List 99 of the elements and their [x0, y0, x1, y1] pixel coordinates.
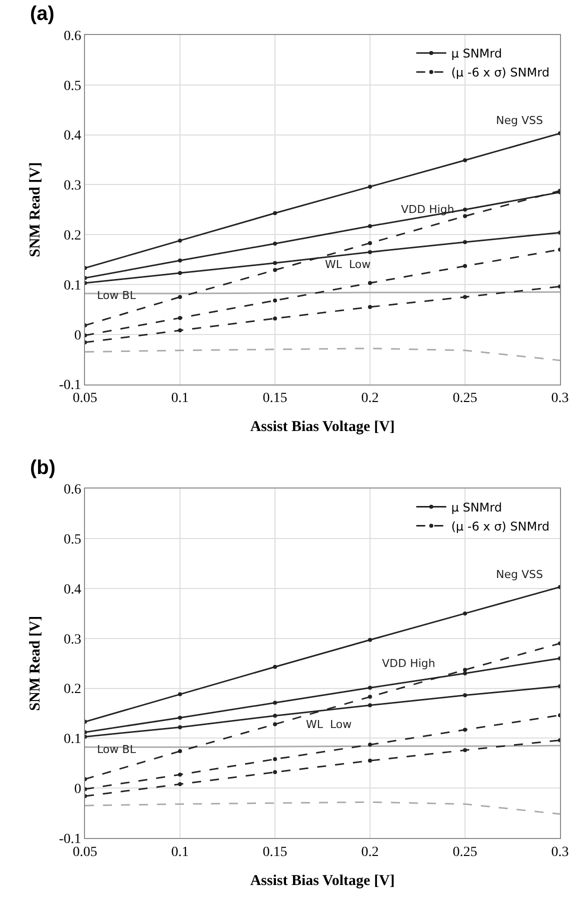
x-tick-label: 0.25: [452, 391, 478, 406]
annotation: Low BL: [97, 743, 137, 756]
legend-label: (μ -6 x σ) SNMrd: [451, 519, 550, 534]
point: [273, 298, 277, 302]
y-tick-label: 0.6: [64, 482, 82, 498]
point: [368, 241, 372, 246]
x-axis-title: Assist Bias Voltage [V]: [250, 872, 395, 889]
y-tick-label: 0.2: [64, 682, 82, 698]
y-tick-label: 0: [74, 782, 82, 797]
line-series: [85, 284, 560, 344]
point: [273, 261, 277, 266]
point: [368, 694, 372, 699]
point: [368, 250, 372, 254]
y-tick-label: 0.5: [64, 78, 82, 94]
point: [463, 668, 467, 672]
point: [463, 264, 467, 268]
annotation: Neg VSS: [496, 568, 543, 581]
x-axis-title: Assist Bias Voltage [V]: [250, 419, 395, 436]
x-tick-label: 0.05: [72, 391, 98, 406]
point: [178, 328, 182, 332]
line-series: [85, 131, 560, 270]
y-tick-label: 0.6: [64, 28, 82, 44]
x-tick-label: 0.1: [171, 391, 189, 406]
point: [273, 700, 277, 705]
point: [273, 770, 277, 774]
y-tick-label: 0.5: [64, 532, 82, 548]
line-series: [85, 801, 560, 815]
point: [178, 692, 182, 696]
x-tick-label: 0.3: [551, 391, 569, 406]
point: [178, 271, 182, 276]
y-tick-label: 0.4: [64, 582, 82, 598]
y-tick-label: 0.1: [64, 732, 82, 748]
point: [273, 757, 277, 762]
point: [273, 211, 277, 216]
annotation: VDD High: [382, 657, 436, 670]
annotation: Low BL: [97, 289, 137, 302]
x-tick-label: 0.3: [551, 844, 569, 860]
chart-title: (b): [30, 457, 56, 479]
point: [368, 742, 372, 747]
x-tick-label: 0.2: [361, 844, 379, 860]
y-tick-label: -0.1: [59, 832, 82, 847]
point: [178, 294, 182, 299]
x-tick-label: 0.05: [72, 844, 98, 860]
x-tick-label: 0.15: [262, 844, 288, 860]
point: [463, 728, 467, 732]
point: [368, 281, 372, 286]
point: [273, 722, 277, 726]
point: [463, 214, 467, 218]
annotation: Neg VSS: [496, 114, 543, 127]
point: [368, 686, 372, 690]
x-tick-label: 0.2: [361, 391, 379, 406]
point: [368, 638, 372, 642]
point: [273, 714, 277, 718]
line-series: [85, 348, 560, 362]
legend-label: (μ -6 x σ) SNMrd: [451, 66, 550, 80]
point: [463, 748, 467, 752]
point: [178, 725, 182, 730]
point: [368, 224, 372, 228]
line-series: [85, 641, 560, 782]
point: [178, 258, 182, 263]
annotation: WL Low: [325, 258, 371, 271]
point: [178, 316, 182, 320]
line-series: [85, 738, 560, 798]
point: [368, 184, 372, 189]
y-axis-title: SNM Read [V]: [27, 162, 44, 258]
y-tick-label: 0.3: [64, 178, 82, 194]
point: [178, 238, 182, 243]
point: [463, 671, 467, 676]
y-tick-label: 0.1: [64, 278, 82, 294]
point: [368, 703, 372, 708]
legend-label: μ SNMrd: [451, 46, 502, 61]
point: [463, 294, 467, 299]
point: [178, 782, 182, 786]
y-tick-label: -0.1: [59, 378, 82, 394]
x-tick-label: 0.1: [171, 844, 189, 860]
point: [463, 240, 467, 244]
chart-title: (a): [30, 3, 54, 25]
point: [273, 242, 277, 246]
point: [368, 304, 372, 309]
point: [463, 693, 467, 698]
y-tick-label: 0.2: [64, 228, 82, 244]
x-tick-label: 0.25: [452, 844, 478, 860]
y-tick-label: 0: [74, 328, 82, 344]
point: [178, 716, 182, 720]
point: [463, 158, 467, 162]
point: [178, 772, 182, 777]
annotation: WL Low: [306, 718, 352, 731]
legend-label: μ SNMrd: [451, 500, 502, 514]
y-tick-label: 0.4: [64, 128, 82, 144]
point: [273, 268, 277, 272]
y-axis-title: SNM Read [V]: [27, 616, 44, 711]
point: [273, 316, 277, 320]
y-tick-label: 0.3: [64, 632, 82, 648]
point: [178, 749, 182, 754]
point: [368, 758, 372, 763]
point: [463, 208, 467, 212]
point: [273, 664, 277, 669]
point: [463, 611, 467, 616]
x-tick-label: 0.15: [262, 391, 288, 406]
